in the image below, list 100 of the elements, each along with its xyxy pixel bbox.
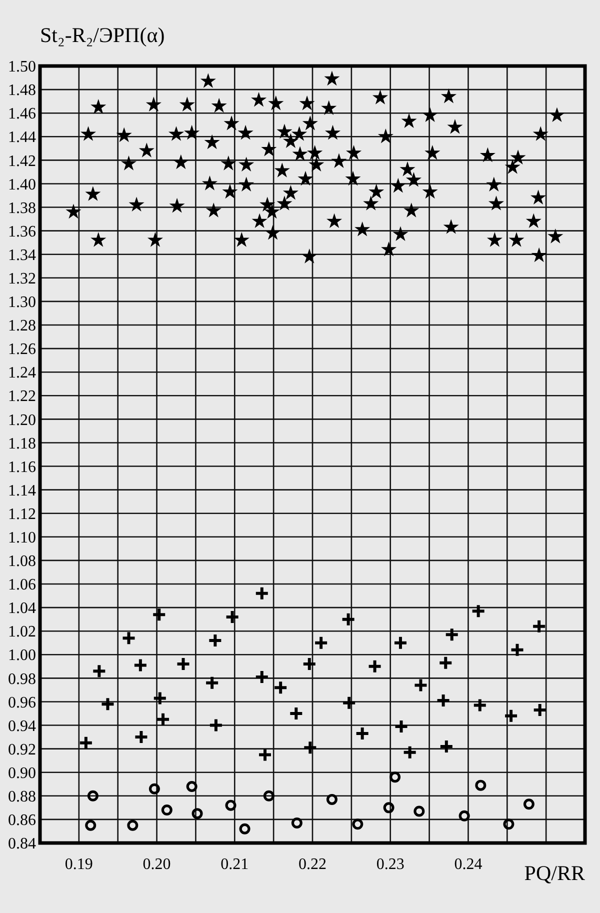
point <box>204 675 220 690</box>
point <box>85 820 96 831</box>
point <box>444 627 460 642</box>
point <box>470 604 486 619</box>
point <box>254 586 270 601</box>
y-tick-label: 1.40 <box>8 176 36 194</box>
point <box>127 820 138 831</box>
point <box>152 607 167 622</box>
point <box>208 633 223 648</box>
y-tick-label: 1.46 <box>8 106 36 123</box>
point <box>148 783 160 794</box>
point <box>288 706 304 721</box>
x-tick-label: 0.21 <box>220 856 249 873</box>
point <box>352 818 364 830</box>
y-tick-label: 1.00 <box>8 647 36 664</box>
point <box>390 772 401 783</box>
y-tick-label: 0.86 <box>8 812 36 830</box>
y-tick-label: 1.38 <box>8 200 36 217</box>
y-tick-label: 0.96 <box>8 694 36 712</box>
point <box>354 726 370 742</box>
point <box>458 810 470 822</box>
point <box>192 808 203 820</box>
y-tick-label: 1.36 <box>8 223 36 240</box>
point <box>438 738 454 754</box>
point <box>326 794 338 805</box>
point <box>208 718 224 733</box>
x-tick-label: 0.23 <box>376 856 404 873</box>
point <box>273 680 288 696</box>
y-tick-label: 1.28 <box>8 318 36 335</box>
point <box>302 740 318 756</box>
point <box>503 818 514 830</box>
y-tick-label: 0.84 <box>8 836 36 853</box>
point <box>438 655 454 670</box>
point <box>263 790 274 802</box>
y-tick-label: 1.44 <box>8 129 36 146</box>
y-tick-label: 1.12 <box>8 506 36 523</box>
y-tick-label: 1.26 <box>8 341 36 358</box>
x-axis-title: PQ/RR <box>524 861 585 885</box>
point <box>383 802 394 814</box>
point <box>258 747 273 762</box>
point <box>532 618 547 634</box>
point <box>225 800 236 811</box>
point <box>402 744 418 760</box>
point <box>414 806 425 817</box>
y-tick-label: 1.08 <box>8 553 36 570</box>
y-tick-label: 1.30 <box>8 294 36 312</box>
point <box>134 730 149 745</box>
y-axis-title: St₂-R₂/ЭРП(α) <box>40 23 165 47</box>
point <box>161 804 172 816</box>
x-tick-label: 0.19 <box>64 856 93 873</box>
y-tick-label: 1.24 <box>8 364 36 382</box>
point <box>224 609 240 624</box>
point <box>92 664 107 679</box>
y-tick-label: 0.90 <box>8 764 36 782</box>
point <box>367 658 382 674</box>
point <box>78 735 94 750</box>
point <box>314 635 329 650</box>
y-tick-label: 1.48 <box>8 82 36 100</box>
y-tick-label: 1.02 <box>8 624 36 641</box>
point <box>436 693 451 708</box>
point <box>132 658 148 673</box>
point <box>342 695 357 710</box>
y-tick-label: 1.04 <box>8 600 36 618</box>
y-tick-label: 0.94 <box>8 718 36 735</box>
x-tick-label: 0.22 <box>298 856 326 873</box>
point <box>413 678 428 693</box>
y-tick-label: 1.18 <box>8 435 36 452</box>
point <box>504 708 519 724</box>
y-tick-label: 1.32 <box>8 270 36 288</box>
point <box>392 635 408 650</box>
y-tick-label: 1.34 <box>8 246 36 264</box>
x-tick-label: 0.20 <box>142 856 171 873</box>
y-tick-label: 1.22 <box>8 388 36 406</box>
y-tick-label: 1.06 <box>8 576 36 594</box>
point <box>510 642 525 658</box>
point <box>152 690 168 706</box>
point <box>100 696 116 712</box>
point <box>186 780 198 792</box>
point <box>532 702 548 718</box>
point <box>87 790 98 802</box>
y-tick-label: 1.50 <box>8 58 36 76</box>
point <box>340 612 356 627</box>
x-tick-label: 0.24 <box>454 856 482 873</box>
point <box>523 798 534 810</box>
point <box>254 670 270 685</box>
y-tick-label: 1.16 <box>8 458 36 476</box>
y-tick-label: 0.88 <box>8 788 36 806</box>
y-tick-label: 1.10 <box>8 530 36 547</box>
point <box>176 656 191 672</box>
point <box>239 823 250 834</box>
y-tick-label: 0.92 <box>8 741 36 758</box>
point <box>475 780 486 791</box>
y-tick-label: 1.42 <box>8 152 36 170</box>
point <box>302 656 317 672</box>
y-tick-label: 0.98 <box>8 670 36 688</box>
y-tick-label: 1.14 <box>8 482 36 500</box>
point <box>291 817 302 828</box>
y-tick-label: 1.20 <box>8 412 36 429</box>
point <box>121 630 136 646</box>
point <box>472 698 488 713</box>
